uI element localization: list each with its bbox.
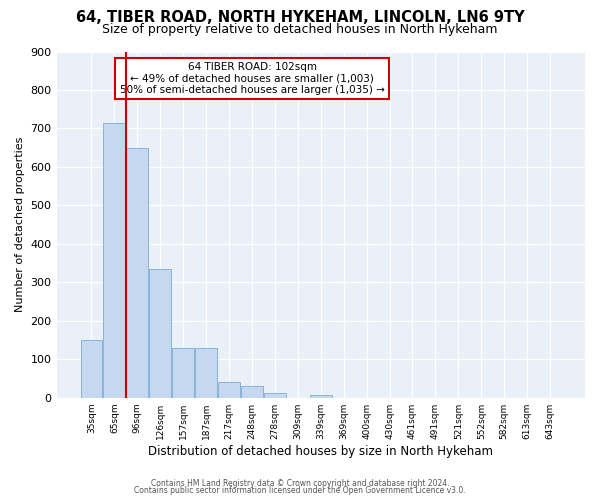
Text: Size of property relative to detached houses in North Hykeham: Size of property relative to detached ho… — [102, 22, 498, 36]
Bar — [195, 348, 217, 398]
Bar — [264, 392, 286, 398]
Bar — [127, 148, 148, 398]
Bar — [172, 348, 194, 398]
Text: 64 TIBER ROAD: 102sqm
← 49% of detached houses are smaller (1,003)
50% of semi-d: 64 TIBER ROAD: 102sqm ← 49% of detached … — [119, 62, 385, 95]
Bar — [241, 386, 263, 398]
X-axis label: Distribution of detached houses by size in North Hykeham: Distribution of detached houses by size … — [148, 444, 493, 458]
Bar — [310, 394, 332, 398]
Text: 64, TIBER ROAD, NORTH HYKEHAM, LINCOLN, LN6 9TY: 64, TIBER ROAD, NORTH HYKEHAM, LINCOLN, … — [76, 10, 524, 25]
Text: Contains HM Land Registry data © Crown copyright and database right 2024.: Contains HM Land Registry data © Crown c… — [151, 478, 449, 488]
Bar — [80, 340, 103, 398]
Bar — [149, 269, 171, 398]
Bar — [218, 382, 240, 398]
Bar — [103, 122, 125, 398]
Text: Contains public sector information licensed under the Open Government Licence v3: Contains public sector information licen… — [134, 486, 466, 495]
Y-axis label: Number of detached properties: Number of detached properties — [15, 137, 25, 312]
